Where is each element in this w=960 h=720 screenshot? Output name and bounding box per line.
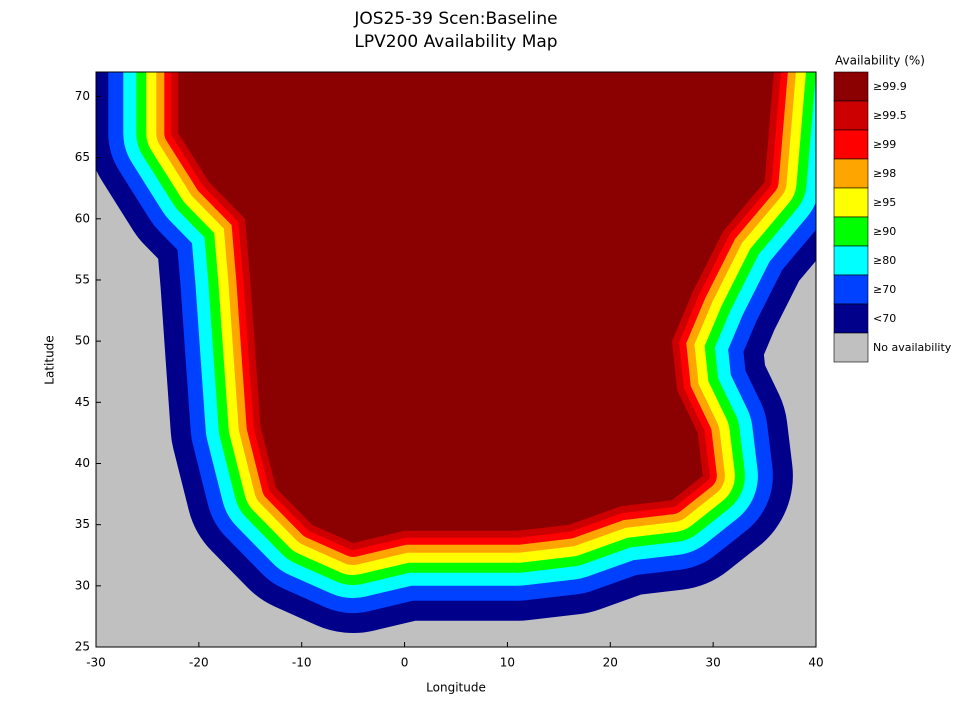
- legend-label: ≥98: [873, 167, 896, 180]
- chart-title: JOS25-39 Scen:Baseline: [353, 9, 557, 29]
- legend-swatch: [833, 71, 869, 102]
- plot-frame: [95, 71, 817, 648]
- y-tick-label: 60: [75, 211, 90, 225]
- x-tick-label: 40: [808, 656, 823, 670]
- legend-swatch: [833, 245, 869, 276]
- x-axis-label: Longitude: [426, 681, 486, 695]
- legend-label: ≥80: [873, 254, 896, 267]
- legend-swatch: [833, 158, 869, 189]
- x-tick-label: -30: [86, 656, 106, 670]
- map-area: [96, 72, 816, 647]
- legend-swatch: [833, 332, 869, 363]
- y-tick-label: 70: [75, 89, 90, 103]
- legend-label: ≥95: [873, 196, 896, 209]
- legend-label: <70: [873, 312, 896, 325]
- y-tick-label: 50: [75, 334, 90, 348]
- y-tick-label: 45: [75, 395, 90, 409]
- legend-label: ≥70: [873, 283, 896, 296]
- legend-label: ≥90: [873, 225, 896, 238]
- y-tick-label: 35: [75, 517, 90, 531]
- legend-label: ≥99.9: [873, 80, 907, 93]
- x-tick-label: 30: [706, 656, 721, 670]
- legend-swatch: [833, 129, 869, 160]
- legend-swatch: [833, 216, 869, 247]
- x-tick-label: 10: [500, 656, 515, 670]
- legend-label: ≥99: [873, 138, 896, 151]
- legend-swatch: [833, 100, 869, 131]
- x-tick-label: 20: [603, 656, 618, 670]
- y-tick-label: 30: [75, 578, 90, 592]
- y-tick-label: 55: [75, 272, 90, 286]
- legend-swatch: [833, 274, 869, 305]
- x-tick-label: 0: [401, 656, 409, 670]
- legend-label: No availability: [873, 341, 952, 354]
- legend-swatch: [833, 303, 869, 334]
- y-tick-label: 65: [75, 150, 90, 164]
- y-axis-label: Latitude: [43, 335, 57, 384]
- y-tick-label: 40: [75, 456, 90, 470]
- legend-title: Availability (%): [835, 54, 925, 68]
- x-tick-label: -20: [189, 656, 209, 670]
- availability-band: [178, 72, 774, 543]
- y-tick-label: 25: [75, 640, 90, 654]
- legend-swatch: [833, 187, 869, 218]
- legend-label: ≥99.5: [873, 109, 907, 122]
- chart-subtitle: LPV200 Availability Map: [354, 32, 557, 52]
- x-tick-label: -10: [292, 656, 312, 670]
